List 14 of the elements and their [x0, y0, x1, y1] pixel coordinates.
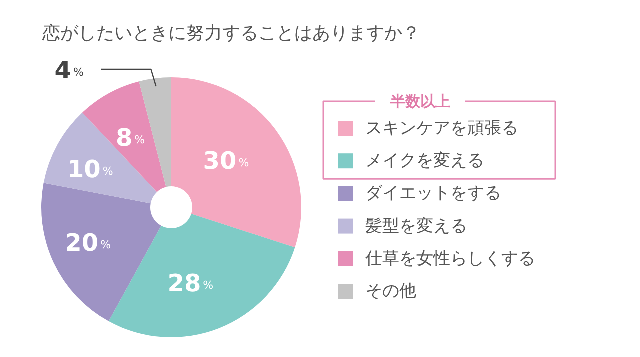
text: 半数以上: [390, 92, 450, 110]
data-label: 30%: [203, 147, 250, 176]
legend-label: メイクを変える: [366, 151, 484, 172]
data-label: 20%: [65, 228, 112, 257]
chart-title: 恋がしたいときに努力することはありますか？: [42, 23, 420, 44]
data-label: 10%: [67, 156, 114, 184]
data-label: 4%: [54, 56, 84, 84]
legend-label: ダイエットをする: [366, 184, 502, 204]
legend-label: スキンケアを頑張る: [366, 118, 518, 138]
legend-label: その他: [366, 282, 416, 302]
data-label: 8%: [116, 124, 146, 152]
legend-label: 髪型を変える: [366, 216, 468, 236]
legend-label: 仕草を女性らしくする: [364, 248, 536, 269]
data-label: 28%: [168, 269, 214, 298]
